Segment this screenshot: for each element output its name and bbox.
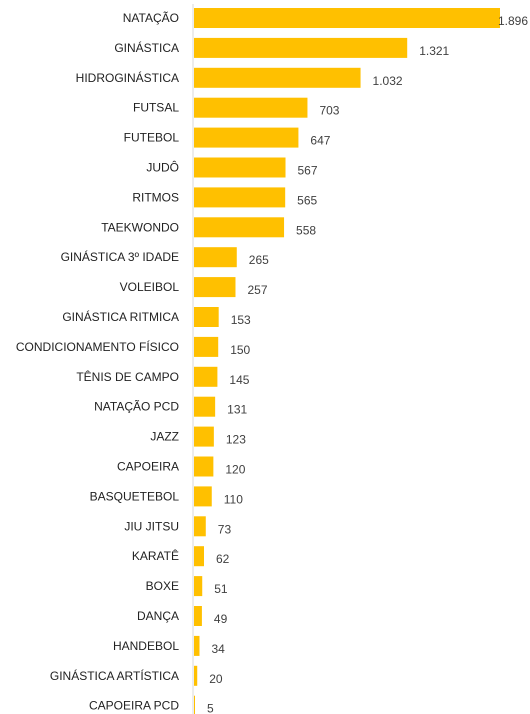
category-label: CAPOEIRA xyxy=(117,460,179,474)
category-label: CAPOEIRA PCD xyxy=(89,699,179,713)
bar xyxy=(194,695,195,714)
value-label: 20 xyxy=(209,672,223,686)
category-label: TÊNIS DE CAMPO xyxy=(76,369,179,384)
bar xyxy=(194,97,308,118)
bar xyxy=(194,606,202,626)
category-label: RITMOS xyxy=(132,190,179,204)
value-label: 73 xyxy=(218,522,232,536)
value-label: 49 xyxy=(214,612,228,626)
value-label: 62 xyxy=(216,552,230,566)
value-label: 34 xyxy=(211,642,225,656)
category-label: HIDROGINÁSTICA xyxy=(76,70,179,85)
value-label: 558 xyxy=(296,223,316,237)
value-label: 5 xyxy=(207,702,214,714)
category-label: GINÁSTICA ARTÍSTICA xyxy=(50,668,179,683)
bar xyxy=(194,307,219,327)
category-label: GINÁSTICA RITMICA xyxy=(62,309,179,324)
category-label: NATAÇÃO xyxy=(123,11,179,25)
value-label: 1.896 xyxy=(498,14,528,28)
bar xyxy=(194,187,286,208)
bar xyxy=(194,576,203,597)
value-label: 1.321 xyxy=(419,44,449,58)
bar xyxy=(194,546,205,567)
bar xyxy=(194,516,206,537)
category-label: VOLEIBOL xyxy=(120,280,180,294)
bar xyxy=(194,277,236,298)
value-label: 567 xyxy=(298,164,318,178)
bar xyxy=(194,37,408,58)
value-label: 1.032 xyxy=(373,74,403,88)
value-label: 703 xyxy=(319,104,339,118)
category-label: CONDICIONAMENTO FÍSICO xyxy=(16,339,179,354)
bar xyxy=(194,396,216,417)
bar xyxy=(194,247,237,268)
value-label: 257 xyxy=(247,283,267,297)
bar xyxy=(194,665,198,686)
value-label: 131 xyxy=(227,403,247,417)
bar xyxy=(194,157,286,178)
category-label: GINÁSTICA xyxy=(114,40,179,55)
bar xyxy=(194,67,361,88)
category-label: GINÁSTICA 3º IDADE xyxy=(61,249,179,264)
value-label: 120 xyxy=(225,463,245,477)
category-label: TAEKWONDO xyxy=(101,220,179,234)
bar xyxy=(194,217,285,238)
value-label: 265 xyxy=(249,253,269,267)
value-label: 647 xyxy=(310,134,330,148)
category-label: FUTEBOL xyxy=(124,131,180,145)
category-label: JIU JITSU xyxy=(124,519,179,533)
category-label: KARATÊ xyxy=(132,548,179,563)
bar xyxy=(194,336,219,357)
category-label: JAZZ xyxy=(150,430,179,444)
category-label: NATAÇÃO PCD xyxy=(94,400,179,414)
category-label: FUTSAL xyxy=(133,101,179,115)
value-label: 123 xyxy=(226,433,246,447)
category-label: DANÇA xyxy=(137,609,179,623)
bar xyxy=(194,366,218,387)
bar xyxy=(194,486,212,507)
value-label: 150 xyxy=(230,343,250,357)
value-label: 51 xyxy=(214,582,228,596)
bar xyxy=(194,8,500,28)
value-label: 145 xyxy=(229,373,249,387)
category-label: HANDEBOL xyxy=(113,639,179,653)
bar xyxy=(194,635,200,656)
bar xyxy=(194,127,299,148)
bars-group: NATAÇÃO 1.896 GINÁSTICA 1.321 HIDROGINÁSTICA… xyxy=(16,8,528,714)
value-label: 110 xyxy=(224,492,243,506)
category-label: JUDÔ xyxy=(146,160,179,175)
category-label: BOXE xyxy=(146,579,179,593)
value-label: 153 xyxy=(231,313,251,327)
category-label: BASQUETEBOL xyxy=(90,489,180,503)
value-label: 565 xyxy=(297,193,317,207)
bar xyxy=(194,426,214,447)
bar xyxy=(194,456,214,477)
